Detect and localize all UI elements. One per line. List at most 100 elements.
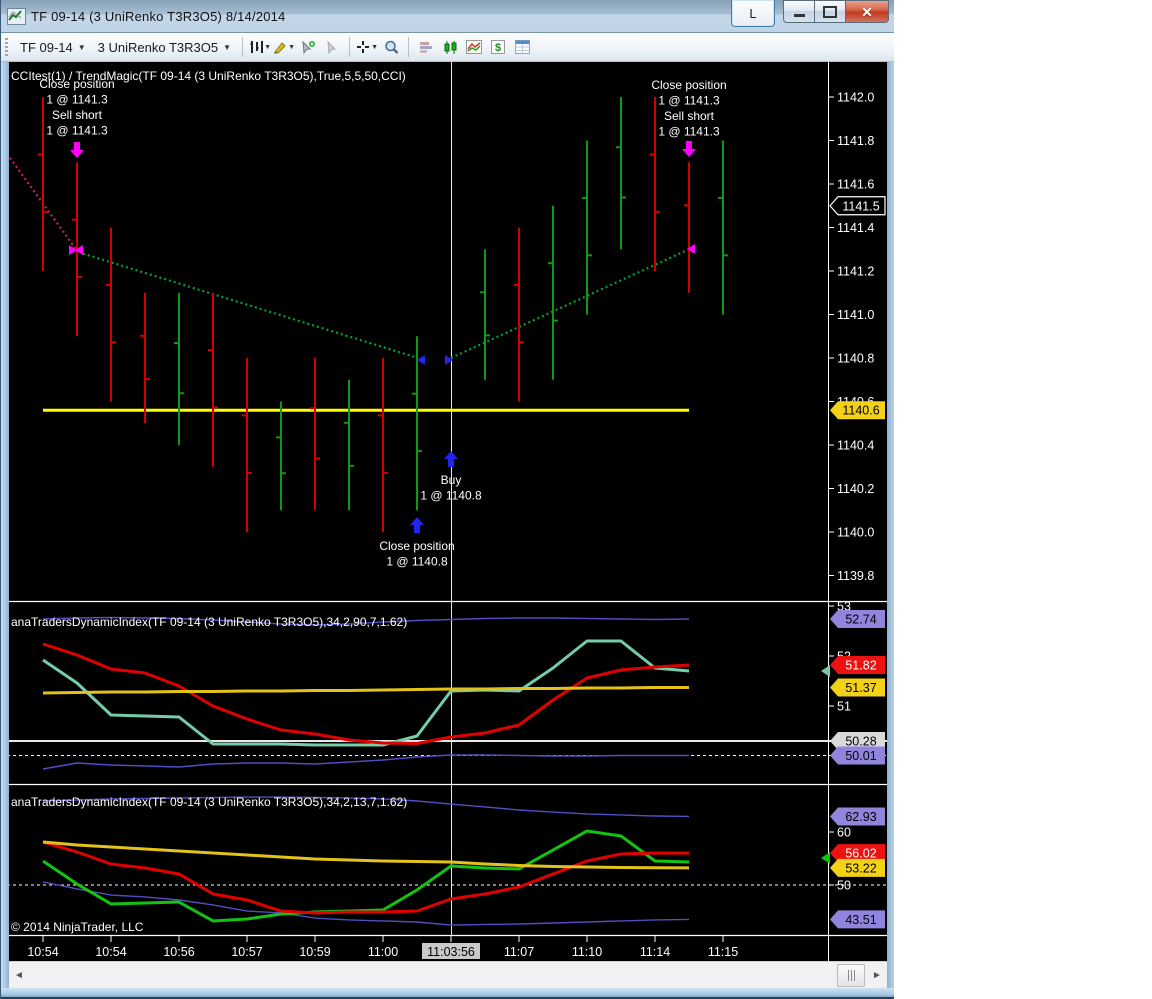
chart-canvas[interactable]: 1142.0 1141.8 1141.6 1141.4 1141.2 1141.0 1140…	[1, 62, 894, 961]
trend-magic-line	[450, 248, 690, 360]
data-grid-button[interactable]	[511, 37, 533, 57]
pencil-icon	[274, 42, 286, 54]
toolbar-separator	[242, 37, 244, 57]
trend-marker-icon	[69, 245, 77, 255]
value-tag	[830, 844, 885, 863]
instrument-selector[interactable]: TF 09-14 ▼	[14, 38, 92, 57]
trend-marker-icon	[445, 355, 453, 365]
tdi90-panel-rsi-line	[42, 642, 690, 745]
trade-annotation: 1 @ 1140.8	[386, 555, 448, 569]
maximize-button[interactable]	[815, 0, 846, 23]
price-tick-label: 1141.0	[837, 308, 874, 322]
scroll-left-button[interactable]: ◄	[14, 969, 24, 981]
tdi13-panel-rsi-line	[42, 840, 690, 915]
toolbar-separator	[408, 37, 410, 57]
crosshair-time-label: 11:03:56	[427, 945, 475, 959]
tdi90-panel-lower-band-line	[42, 754, 689, 770]
add-indicator-button[interactable]	[297, 37, 319, 57]
period-label: 3 UniRenko T3R3O5	[97, 39, 219, 55]
window-bottom-border	[1, 988, 894, 999]
value-tag-label: 53.22	[845, 861, 876, 875]
minimize-icon	[793, 14, 805, 17]
crosshair-button[interactable]: ▼	[356, 37, 378, 57]
value-tag-label: 52.74	[845, 613, 876, 627]
title-bar[interactable]: TF 09-14 (3 UniRenko T3R3O5) 8/14/2014 L…	[1, 0, 894, 33]
price-tick-label: 1140.2	[837, 482, 874, 496]
zoom-button[interactable]	[380, 37, 402, 57]
toolbar-separator	[349, 37, 351, 57]
copyright-text: © 2014 NinjaTrader, LLC	[11, 920, 144, 934]
value-tag	[830, 732, 885, 750]
toolbar-grip[interactable]	[5, 38, 8, 56]
scroll-right-button[interactable]: ►	[872, 969, 882, 981]
pointer-icon	[327, 40, 337, 54]
tdi13-panel-label: anaTradersDynamicIndex(TF 09-14 (3 UniRe…	[11, 795, 407, 809]
magnifier-icon	[384, 40, 398, 54]
chevron-down-icon: ▼	[371, 43, 379, 51]
value-tag-sliver	[821, 665, 830, 677]
trend-magic-line	[82, 252, 419, 360]
sell-arrow-icon	[70, 142, 84, 158]
chart-app-icon	[7, 7, 26, 25]
minimize-button[interactable]	[783, 0, 815, 23]
chevron-down-icon: ▼	[264, 43, 271, 51]
price-tick-label: 1139.8	[837, 569, 874, 583]
chart-window-button[interactable]	[463, 37, 485, 57]
close-button[interactable]: ✕	[846, 0, 889, 23]
grid-icon	[514, 40, 530, 54]
value-tag	[830, 746, 885, 765]
chart-area[interactable]: 1142.0 1141.8 1141.6 1141.4 1141.2 1141.0 1140…	[1, 62, 894, 961]
account-dollar-button[interactable]: $	[487, 37, 509, 57]
trade-annotation: 1 @ 1141.3	[658, 94, 720, 108]
value-tag-label: 1140.6	[842, 404, 879, 418]
price-tick-label: 1140.8	[837, 352, 874, 366]
link-button[interactable]: L	[731, 0, 775, 27]
dollar-icon: $	[491, 40, 506, 54]
trade-annotation: 1 @ 1141.3	[658, 125, 720, 139]
svg-text:$: $	[495, 42, 501, 54]
value-tag	[830, 807, 885, 826]
maximize-icon	[823, 5, 837, 18]
time-label: 11:07	[504, 945, 534, 959]
candles-icon	[444, 40, 457, 54]
trade-annotation: 1 @ 1141.3	[46, 93, 108, 107]
value-tag	[830, 910, 885, 929]
time-label: 10:56	[163, 945, 194, 959]
trade-annotation: Close position	[379, 539, 454, 553]
chart-style-button[interactable]: ▼	[249, 37, 271, 57]
remove-indicator-button[interactable]	[321, 37, 343, 57]
scrollbar-grip[interactable]	[837, 963, 865, 987]
tdi90-panel: anaTradersDynamicIndex(TF 09-14 (3 UniRe…	[1, 615, 892, 770]
tdi13-tick-label: 60	[837, 826, 851, 840]
trade-annotation: 1 @ 1140.8	[420, 489, 482, 503]
period-selector[interactable]: 3 UniRenko T3R3O5 ▼	[92, 38, 237, 57]
chart-trader-button[interactable]	[439, 37, 461, 57]
time-label: 11:14	[640, 945, 670, 959]
crosshair-icon	[357, 41, 370, 53]
value-tag	[830, 656, 885, 674]
trade-annotation: 1 @ 1141.3	[46, 124, 108, 138]
window-title: TF 09-14 (3 UniRenko T3R3O5) 8/14/2014	[31, 8, 286, 24]
value-tag-label: 1141.5	[842, 199, 879, 213]
time-label: 10:54	[95, 945, 126, 959]
market-depth-button[interactable]	[415, 37, 437, 57]
window-right-border	[887, 62, 894, 988]
trend-marker-icon	[417, 355, 425, 365]
horizontal-scrollbar[interactable]: ◄ ►	[9, 961, 887, 988]
tdi90-panel-label: anaTradersDynamicIndex(TF 09-14 (3 UniRe…	[11, 615, 407, 629]
trend-marker-icon	[687, 244, 695, 254]
price-tick-label: 1141.4	[837, 221, 874, 235]
time-label: 11:10	[572, 945, 602, 959]
price-tick-label: 1140.0	[837, 526, 874, 540]
chevron-down-icon: ▼	[77, 42, 86, 52]
chevron-down-icon: ▼	[288, 43, 295, 51]
drawing-tools-button[interactable]: ▼	[273, 37, 295, 57]
tdi13-panel-lower-band-line	[42, 881, 690, 926]
time-label: 10:57	[231, 945, 262, 959]
pointer-add-icon	[302, 40, 316, 54]
buy-arrow-icon	[444, 451, 458, 467]
trend-marker-icon	[75, 245, 83, 255]
value-tag-label: 62.93	[845, 810, 876, 824]
price-panel-label: CCItest(1) / TrendMagic(TF 09-14 (3 UniR…	[11, 69, 406, 83]
